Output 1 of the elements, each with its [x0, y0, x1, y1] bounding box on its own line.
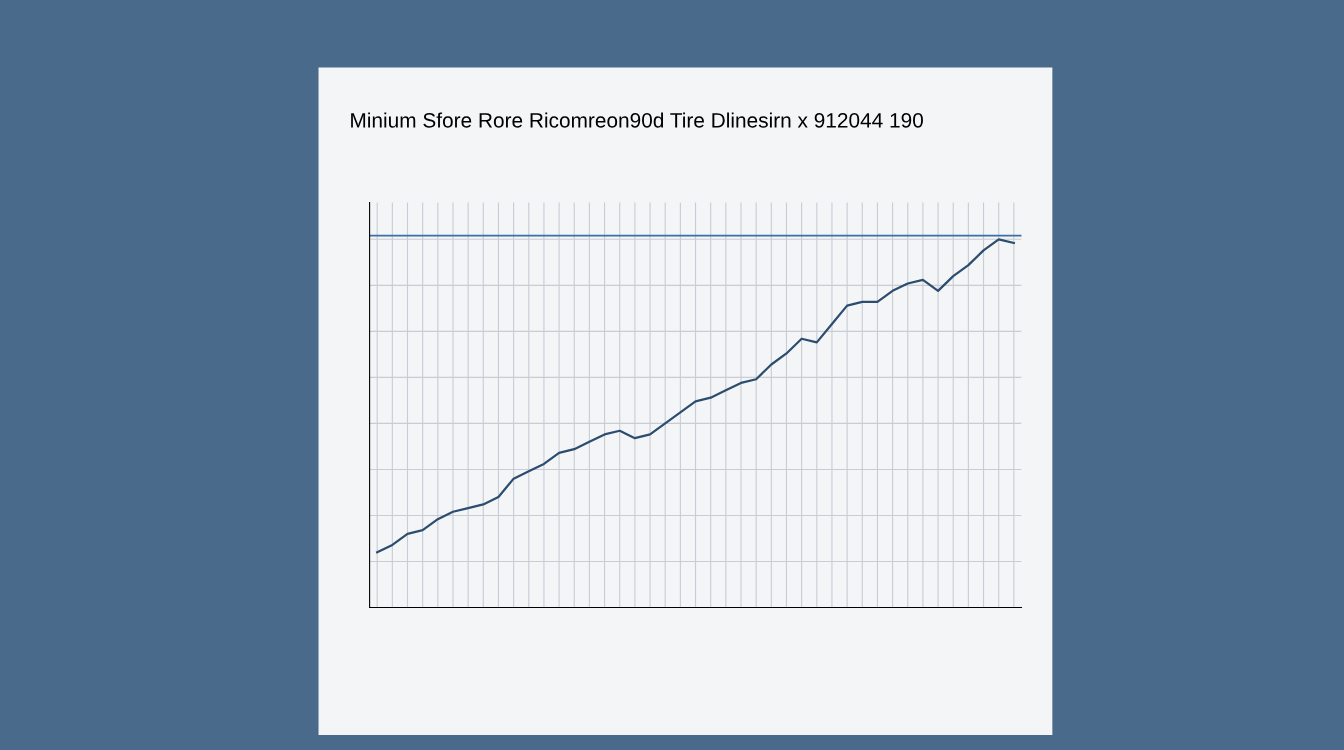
- chart-title: Minium Sfore Rore Ricomreon90d Tire Dlinesirn x 912044 190: [351, 112, 923, 128]
